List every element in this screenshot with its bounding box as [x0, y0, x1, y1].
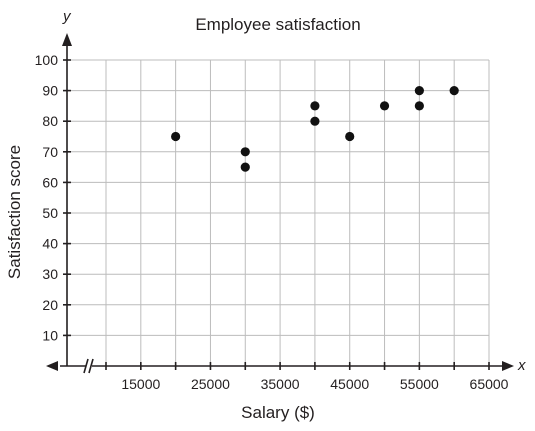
axes — [46, 33, 514, 374]
y-tick-label: 80 — [42, 113, 58, 129]
x-tick-label: 45000 — [330, 376, 369, 392]
data-point — [414, 86, 424, 96]
x-axis-arrow-left — [46, 361, 58, 371]
x-tick-label: 35000 — [261, 376, 300, 392]
x-tick-label: 55000 — [400, 376, 439, 392]
chart-title: Employee satisfaction — [195, 15, 360, 34]
data-point — [240, 162, 250, 172]
data-point — [171, 131, 181, 142]
grid — [67, 59, 490, 366]
x-axis-label: Salary ($) — [241, 403, 315, 422]
y-tick-label: 70 — [42, 144, 58, 160]
data-point — [449, 86, 459, 96]
tick-labels: 15000 25000 35000 45000 55000 65000 10 20 30 40 50… — [35, 52, 509, 392]
data-point — [240, 147, 250, 157]
y-tick-label: 10 — [42, 327, 58, 343]
data-point — [379, 101, 390, 111]
data-point — [345, 131, 355, 142]
x-tick-label: 65000 — [470, 376, 509, 392]
y-tick-label: 50 — [42, 205, 58, 221]
x-axis-letter: x — [517, 357, 526, 374]
y-axis-arrow — [62, 33, 72, 46]
y-tick-label: 100 — [35, 52, 59, 68]
data-points — [171, 86, 459, 172]
data-point — [310, 101, 320, 111]
y-tick-label: 30 — [42, 266, 58, 282]
x-tick-label: 15000 — [121, 376, 160, 392]
y-axis-label: Satisfaction score — [5, 145, 24, 279]
x-axis-arrow — [502, 361, 514, 371]
x-tick-label: 25000 — [191, 376, 230, 392]
y-tick-label: 40 — [42, 236, 58, 252]
y-tick-label: 20 — [42, 297, 58, 313]
y-tick-label: 60 — [42, 174, 58, 190]
y-axis-letter: y — [62, 8, 72, 25]
x-axis-break — [83, 358, 94, 374]
data-point — [414, 101, 424, 111]
data-point — [310, 116, 320, 126]
y-tick-label: 90 — [42, 83, 58, 99]
